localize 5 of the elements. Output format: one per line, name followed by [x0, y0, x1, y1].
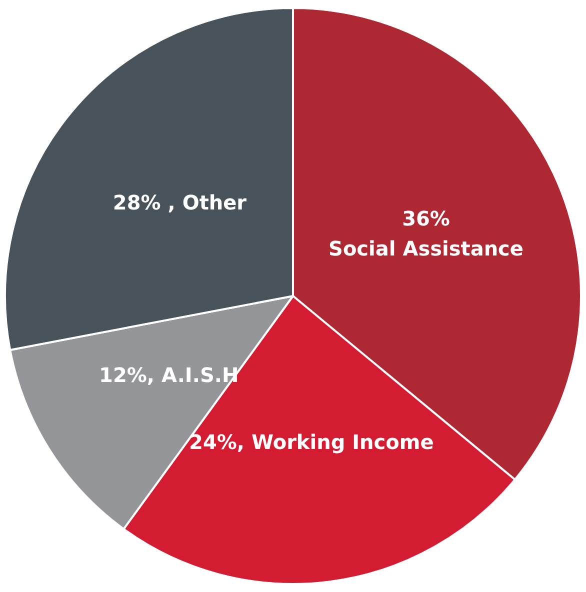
slice-label: Social Assistance — [328, 236, 524, 260]
slice-label: 28% , Other — [112, 190, 247, 214]
data-label: 36% — [402, 206, 450, 230]
slice-label: 12%, A.I.S.H — [99, 362, 239, 387]
slice-label: 24%, Working Income — [189, 430, 434, 454]
